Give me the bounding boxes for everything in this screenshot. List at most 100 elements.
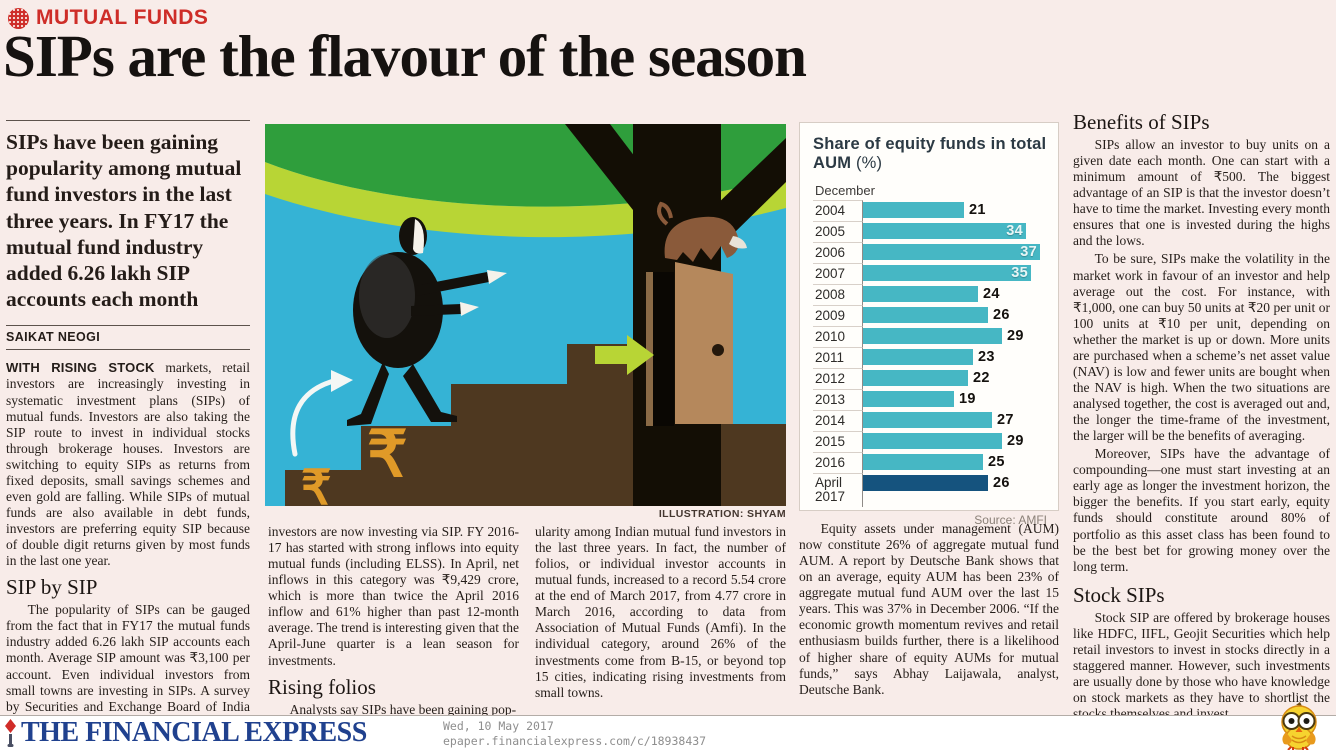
chart-row: 2009 26: [813, 304, 1047, 326]
rupee-symbol-small: ₹: [301, 462, 332, 506]
chart-row: 2007 35: [813, 262, 1047, 284]
body-paragraph: Equity assets under management (AUM) now…: [799, 521, 1059, 697]
chart-category-label: 2005: [813, 220, 863, 242]
dotted-circle-icon: [8, 7, 29, 29]
chart-category-label: 2015: [813, 430, 863, 452]
chart-value-label: 26: [993, 474, 1010, 491]
chart-title-text: Share of equity funds in total AUM: [813, 135, 1047, 173]
chart-row: 2012 22: [813, 367, 1047, 389]
chart-category-label: 2007: [813, 262, 863, 284]
chart-row: April 2017 26: [813, 472, 1047, 507]
column-3: ularity among Indian mutual fund investo…: [535, 524, 786, 716]
chart-bar: [863, 370, 968, 387]
chart-bar: 37: [863, 244, 1040, 261]
chart-bar: [863, 454, 983, 471]
chart-value-label: 23: [978, 349, 995, 366]
chart-value-label: 27: [997, 412, 1014, 429]
chart-bar: [863, 474, 988, 491]
chart-bar: 34: [863, 223, 1026, 240]
body-paragraph: SIPs allow an investor to buy units on a…: [1073, 137, 1330, 249]
chart-value-label: 37: [1020, 244, 1037, 261]
chart-axis-note: December: [815, 182, 875, 198]
body-paragraph: The popularity of SIPs can be gauged fro…: [6, 602, 250, 716]
owl-mascot-icon[interactable]: [1276, 702, 1322, 750]
chart-bar: [863, 328, 1002, 345]
chart-title-unit: (%): [855, 154, 883, 173]
chart-value-label: 29: [1007, 328, 1024, 345]
chart-row: 2011 23: [813, 346, 1047, 368]
chart-bar: [863, 391, 954, 408]
column-4: Equity assets under management (AUM) now…: [799, 521, 1059, 716]
chart-value-label: 22: [973, 370, 990, 387]
subheading-rising-folios: Rising folios: [268, 674, 376, 699]
footer-date: Wed, 10 May 2017: [443, 719, 554, 733]
chart-row: 2006 37: [813, 241, 1047, 263]
chart-category-label: April 2017: [813, 472, 863, 507]
section-kicker: MUTUAL FUNDS: [8, 6, 208, 30]
body-paragraph: WITH RISING STOCK markets, retail invest…: [6, 360, 250, 569]
body-paragraph: Stock SIP are offered by brokerage house…: [1073, 609, 1330, 716]
chart-row: 2014 27: [813, 409, 1047, 431]
lead-in-caps: WITH RISING STOCK: [6, 360, 155, 376]
financial-express-logo: THE FINANCIAL EXPRESS: [4, 719, 367, 749]
chart-row: 2010 29: [813, 325, 1047, 347]
standfirst: SIPs have been gaining popularity among …: [6, 120, 250, 313]
bull-icon: [657, 201, 747, 262]
chart-value-label: 26: [993, 307, 1010, 324]
chart-category-label: 2009: [813, 304, 863, 326]
chart-bar: 35: [863, 265, 1031, 282]
chart-value-label: 34: [1006, 223, 1023, 240]
chart-value-label: 35: [1011, 265, 1028, 282]
chart-category-label: 2016: [813, 451, 863, 473]
section-label: MUTUAL FUNDS: [36, 6, 209, 29]
chart-bar: [863, 307, 988, 324]
chart-bar: [863, 349, 973, 366]
chart-row: 2015 29: [813, 430, 1047, 452]
chart-category-label: 2006: [813, 241, 863, 263]
fe-masthead-icon: [5, 719, 16, 747]
chart-bar: [863, 202, 964, 219]
chart-value-label: 21: [969, 202, 986, 219]
article-headline: SIPs are the flavour of the season: [3, 23, 807, 89]
subheading-sip-by-sip: SIP by SIP: [6, 575, 98, 600]
column-1: SIPs have been gaining popularity among …: [6, 120, 250, 716]
rupee-symbol-large: ₹: [367, 419, 408, 490]
chart-row: 2008 24: [813, 283, 1047, 305]
chart-bar: [863, 286, 978, 303]
illustration: ₹ ₹: [265, 124, 786, 506]
byline: SAIKAT NEOGI: [6, 324, 250, 351]
illustration-graphic: ₹ ₹: [265, 124, 786, 506]
chart-value-label: 25: [988, 454, 1005, 471]
chart-category-label: 2011: [813, 346, 863, 368]
body-paragraph: Moreover, SIPs have the advantage of com…: [1073, 446, 1330, 574]
footer-meta: Wed, 10 May 2017 epaper.financialexpress…: [443, 719, 706, 749]
aum-share-chart: Share of equity funds in total AUM (%) D…: [799, 122, 1059, 527]
chart-value-label: 29: [1007, 433, 1024, 450]
chart-value-label: 24: [983, 286, 1000, 303]
chart-category-label: 2013: [813, 388, 863, 410]
chart-row: 2004 21: [813, 199, 1047, 221]
chart-source: Source: AMFI: [974, 512, 1047, 527]
body-paragraph: ularity among Indian mutual fund investo…: [535, 524, 786, 700]
chart-category-label: 2014: [813, 409, 863, 431]
body-paragraph: Analysts say SIPs have been gaining pop-: [289, 701, 517, 716]
chart-row: 2016 25: [813, 451, 1047, 473]
chart-row: 2005 34: [813, 220, 1047, 242]
illustration-credit: ILLUSTRATION: SHYAM: [658, 508, 786, 520]
column-5: Benefits of SIPs SIPs allow an investor …: [1073, 111, 1330, 716]
chart-value-label: 19: [959, 391, 976, 408]
body-text: markets, retail investors are increasing…: [6, 360, 250, 569]
footer-url[interactable]: epaper.financialexpress.com/c/18938437: [443, 733, 707, 748]
column-2: investors are now investing via SIP. FY …: [268, 524, 519, 716]
man-figure: [347, 217, 507, 426]
chart-category-label: 2012: [813, 367, 863, 389]
fe-logo-text: THE FINANCIAL EXPRESS: [21, 717, 367, 748]
chart-row: 2013 19: [813, 388, 1047, 410]
subheading-stock-sips: Stock SIPs: [1073, 582, 1165, 607]
subheading-benefits-of-sips: Benefits of SIPs: [1073, 111, 1210, 134]
chart-category-label: 2010: [813, 325, 863, 347]
chart-bar: [863, 412, 992, 429]
chart-category-label: 2004: [813, 199, 863, 221]
chart-category-label: 2008: [813, 283, 863, 305]
